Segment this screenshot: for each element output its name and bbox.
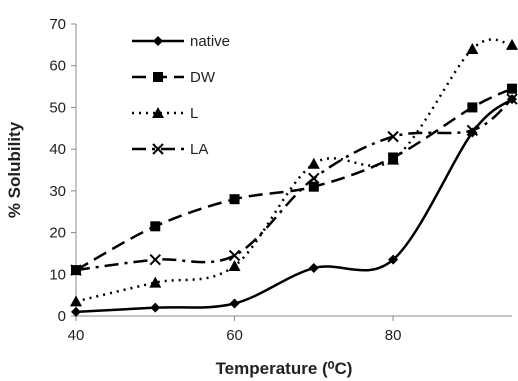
x-tick-label: 40	[68, 327, 85, 344]
y-tick-label: 20	[49, 225, 66, 242]
data-point-native	[229, 298, 240, 309]
legend-marker-la	[152, 143, 164, 155]
legend: native DW L LA	[132, 33, 230, 158]
y-tick-label: 0	[58, 308, 66, 325]
data-point-dw	[507, 83, 517, 94]
x-tick-label: 60	[226, 327, 243, 344]
data-point-l	[307, 157, 320, 169]
data-point-la	[149, 253, 161, 266]
x-tick-labels: 40 60 80	[68, 316, 402, 344]
data-point-dw	[150, 221, 161, 232]
data-point-la	[506, 93, 518, 105]
legend-marker-l	[152, 107, 164, 118]
x-axis-title: Temperature (⁰C)	[216, 359, 353, 378]
legend-label-dw: DW	[190, 69, 216, 86]
data-point-dw	[229, 194, 240, 205]
data-point-l	[70, 295, 82, 307]
data-point-l	[506, 38, 518, 50]
legend-label-l: L	[190, 105, 198, 122]
x-tick-label: 80	[385, 327, 402, 344]
data-point-native	[308, 263, 319, 274]
series-dw	[71, 83, 517, 276]
series-la	[70, 93, 518, 276]
data-point-native	[71, 306, 81, 317]
y-tick-label: 70	[49, 16, 66, 33]
y-tick-label: 60	[49, 58, 66, 75]
legend-marker-native	[153, 36, 163, 46]
data-point-l	[228, 259, 241, 271]
legend-label-native: native	[190, 33, 230, 50]
y-axis-title: % Solubility	[5, 121, 24, 218]
legend-label-la: LA	[190, 141, 208, 158]
data-point-dw	[308, 181, 319, 192]
data-point-native	[150, 302, 161, 313]
data-point-la	[308, 172, 320, 185]
y-tick-label: 30	[49, 183, 66, 200]
series-line-native	[75, 98, 513, 314]
series-layer	[70, 38, 518, 317]
y-tick-labels: 0 10 20 30 40 50 60 70	[49, 16, 76, 325]
legend-marker-dw	[153, 72, 163, 82]
y-tick-label: 40	[49, 141, 66, 158]
data-point-dw	[467, 102, 478, 113]
data-point-l	[387, 153, 400, 165]
axes	[75, 24, 512, 317]
data-point-native	[388, 254, 399, 265]
data-point-la	[228, 249, 241, 262]
data-point-la	[70, 264, 82, 276]
y-tick-label: 50	[49, 99, 66, 116]
series-line-dw	[75, 87, 513, 272]
data-point-l	[149, 276, 162, 288]
y-tick-label: 10	[49, 266, 66, 283]
data-point-la	[466, 124, 479, 137]
data-point-la	[387, 130, 399, 143]
series-l	[70, 38, 518, 307]
data-point-native	[467, 127, 478, 138]
data-point-l	[466, 43, 479, 55]
series-native	[71, 94, 517, 317]
